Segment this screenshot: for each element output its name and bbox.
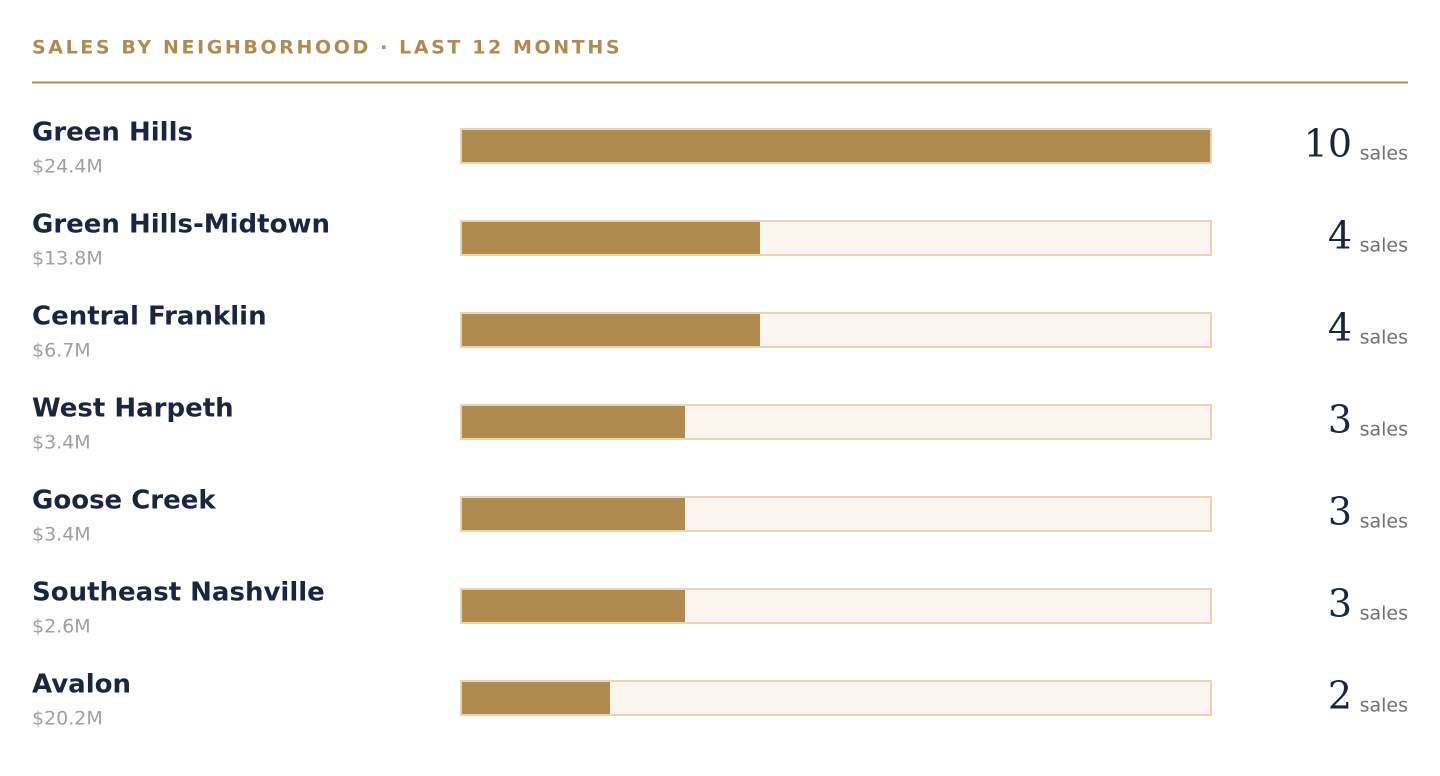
bar	[462, 314, 760, 346]
count-label: 4	[1328, 306, 1352, 350]
bar	[462, 222, 760, 254]
count-label: 4	[1328, 214, 1352, 258]
count-label: 10	[1304, 122, 1352, 166]
category-label: West Harpeth	[32, 394, 234, 424]
volume-label: $3.4M	[32, 432, 91, 454]
volume-label: $24.4M	[32, 156, 103, 178]
count-label: 3	[1328, 398, 1352, 442]
category-label: Goose Creek	[32, 486, 216, 516]
category-label: Central Franklin	[32, 302, 267, 332]
volume-label: $2.6M	[32, 616, 91, 638]
bar	[462, 590, 685, 622]
volume-label: $20.2M	[32, 708, 103, 730]
chart-title: SALES BY NEIGHBORHOOD · LAST 12 MONTHS	[32, 37, 622, 59]
unit-label: sales	[1360, 603, 1408, 625]
count-label: 3	[1328, 490, 1352, 534]
volume-label: $13.8M	[32, 248, 103, 270]
bar	[462, 406, 685, 438]
category-label: Avalon	[32, 670, 131, 700]
category-label: Southeast Nashville	[32, 578, 325, 608]
bar	[462, 498, 685, 530]
unit-label: sales	[1360, 235, 1408, 257]
unit-label: sales	[1360, 327, 1408, 349]
bar	[462, 130, 1210, 162]
volume-label: $6.7M	[32, 340, 91, 362]
bar	[462, 682, 610, 714]
unit-label: sales	[1360, 695, 1408, 717]
count-label: 2	[1328, 674, 1352, 718]
volume-label: $3.4M	[32, 524, 91, 546]
category-label: Green Hills-Midtown	[32, 210, 330, 240]
count-label: 3	[1328, 582, 1352, 626]
category-label: Green Hills	[32, 118, 193, 148]
unit-label: sales	[1360, 419, 1408, 441]
unit-label: sales	[1360, 511, 1408, 533]
unit-label: sales	[1360, 143, 1408, 165]
